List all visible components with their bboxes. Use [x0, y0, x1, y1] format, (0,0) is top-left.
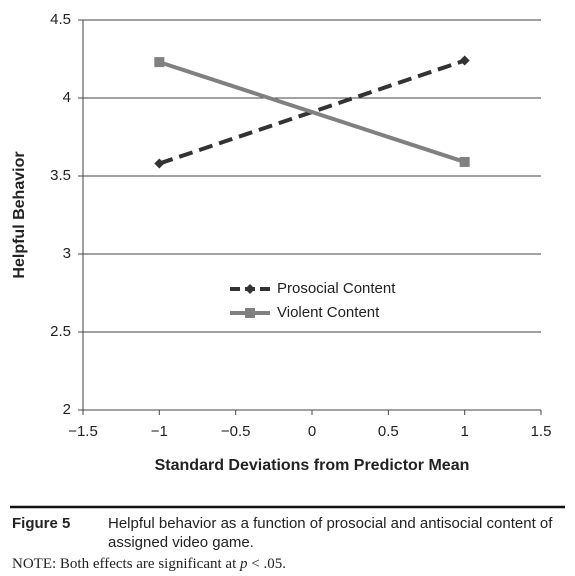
x-tick-label: −0.5: [221, 423, 251, 440]
x-tick-label: −1: [151, 423, 168, 440]
series-line: [158, 60, 466, 164]
x-tick-label: 1.5: [531, 423, 552, 440]
chart: Standard Deviations from Predictor Mean …: [10, 11, 565, 509]
legend-marker: [245, 284, 255, 294]
x-tick-label: 0.5: [378, 423, 399, 440]
caption-text: Helpful behavior as a function of prosoc…: [108, 515, 553, 551]
marker: [459, 55, 470, 66]
y-tick-label: 4.5: [50, 11, 71, 28]
y-tick-label: 4: [63, 89, 71, 106]
marker: [154, 57, 165, 68]
y-tick-label: 2: [63, 401, 71, 418]
y-tick-label: 3.5: [50, 167, 71, 184]
x-tick-label: 1: [460, 423, 468, 440]
note-text: NOTE: Both effects are significant at: [12, 556, 237, 572]
marker: [459, 156, 470, 167]
y-axis-label: Helpful Behavior: [11, 151, 28, 278]
note-text: < .05.: [251, 556, 286, 572]
y-tick-label: 3: [63, 245, 71, 262]
note-italic: p: [239, 556, 248, 572]
note: NOTE: Both effects are significant at p …: [12, 556, 286, 573]
marker: [154, 158, 165, 169]
y-tick-label: 2.5: [50, 323, 71, 340]
figure-label: Figure 5: [12, 515, 71, 532]
legend-label: Prosocial Content: [277, 280, 396, 297]
x-tick-label: −1.5: [68, 423, 98, 440]
legend-label: Violent Content: [277, 304, 380, 321]
legend-marker: [245, 308, 255, 318]
x-axis-label: Standard Deviations from Predictor Mean: [155, 457, 470, 474]
series-line: [158, 58, 466, 166]
caption: Figure 5 Helpful behavior as a function …: [12, 514, 567, 552]
x-tick-label: 0: [308, 423, 316, 440]
